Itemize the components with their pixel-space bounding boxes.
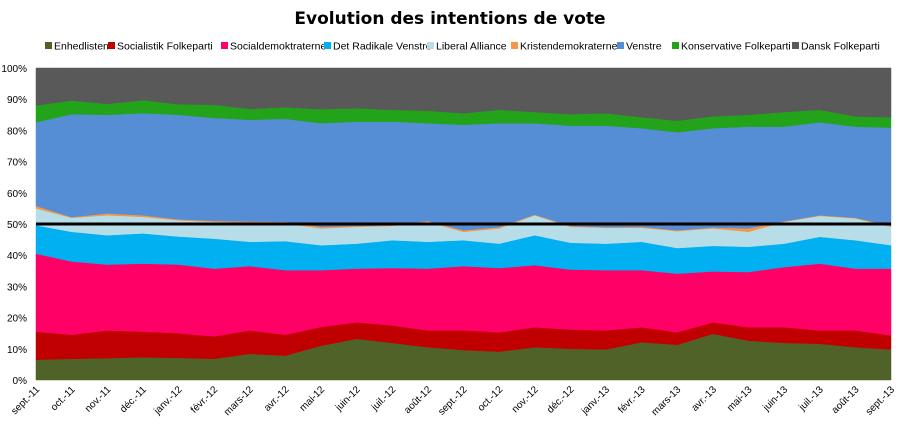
legend-swatch <box>617 42 624 49</box>
x-tick-label: sept.-12 <box>436 384 470 418</box>
x-tick-label: juil.-12 <box>369 384 399 414</box>
y-tick-label: 80% <box>7 126 27 137</box>
y-tick-label: 60% <box>7 189 27 200</box>
x-tick-label: janv.-12 <box>151 384 184 417</box>
x-tick-label: avr.-13 <box>690 384 720 414</box>
y-tick-label: 30% <box>7 282 27 293</box>
legend-swatch <box>427 42 434 49</box>
legend-swatch <box>108 42 115 49</box>
legend-label: Dansk Folkeparti <box>801 41 880 53</box>
y-tick-label: 100% <box>1 64 27 75</box>
y-tick-label: 50% <box>7 220 27 231</box>
y-tick-label: 40% <box>7 251 27 262</box>
x-tick-label: sept.-11 <box>9 384 42 417</box>
x-tick-label: juin-12 <box>333 384 363 414</box>
legend-label: Kristendemokraterne <box>520 41 618 53</box>
legend-swatch <box>672 42 679 49</box>
legend-label: Det Radikale Venstre <box>333 41 432 53</box>
x-tick-label: août-12 <box>402 384 434 416</box>
legend-item: Det Radikale Venstre <box>324 41 432 53</box>
area-venstre <box>35 112 892 231</box>
y-tick-label: 90% <box>7 95 27 106</box>
y-tick-label: 0% <box>13 376 28 387</box>
legend-swatch <box>792 42 799 49</box>
x-tick-label: févr.-13 <box>616 384 648 416</box>
x-tick-label: janv.-13 <box>579 384 612 417</box>
x-tick-label: nov.-11 <box>83 384 114 415</box>
y-tick-label: 20% <box>7 314 27 325</box>
legend-item: Socialistik Folkeparti <box>108 41 213 53</box>
x-axis: sept.-11 oct.-11 nov.-11 déc.-11 janv.-12 fév… <box>9 384 897 418</box>
x-tick-label: févr.-12 <box>189 384 221 416</box>
x-tick-label: oct.-11 <box>49 384 78 413</box>
legend-label: Enhedlisten <box>54 41 109 53</box>
legend-item: Venstre <box>617 41 662 53</box>
legend-item: Liberal Alliance <box>427 41 507 53</box>
y-tick-label: 70% <box>7 158 27 169</box>
x-tick-label: avr.-12 <box>262 384 292 414</box>
legend-swatch <box>45 42 52 49</box>
legend-item: Dansk Folkeparti <box>792 41 880 53</box>
x-tick-label: déc.-11 <box>118 384 149 415</box>
chart-title: Evolution des intentions de vote <box>294 9 605 29</box>
legend-item: Enhedlisten <box>45 41 109 53</box>
legend-label: Liberal Alliance <box>436 41 507 53</box>
x-tick-label: juil.-13 <box>797 384 827 414</box>
x-tick-label: sept.-13 <box>864 384 898 418</box>
legend-label: Konservative Folkeparti <box>681 41 791 53</box>
legend-label: Socialdemoktraterne <box>230 41 326 53</box>
x-tick-label: mars-13 <box>650 384 684 418</box>
x-tick-label: nov.-12 <box>510 384 541 415</box>
legend-item: Socialdemoktraterne <box>221 41 326 53</box>
legend: Enhedlisten Socialistik Folkeparti Sociald… <box>45 41 880 53</box>
x-tick-label: mars-12 <box>222 384 256 418</box>
area-dansk-folkeparti <box>35 67 892 121</box>
y-axis: 0% 10% 20% 30% 40% 50% 60% 70% 80% 90% 100% <box>1 64 27 387</box>
y-tick-label: 10% <box>7 345 27 356</box>
legend-swatch <box>511 42 518 49</box>
legend-label: Socialistik Folkeparti <box>117 41 213 53</box>
legend-swatch <box>221 42 228 49</box>
x-tick-label: mai-13 <box>725 384 755 414</box>
x-tick-label: août-13 <box>830 384 862 416</box>
x-tick-label: déc.-12 <box>545 384 577 416</box>
x-tick-label: juin-13 <box>761 384 791 414</box>
legend-item: Konservative Folkeparti <box>672 41 791 53</box>
legend-swatch <box>324 42 331 49</box>
x-tick-label: oct.-12 <box>476 384 506 414</box>
legend-label: Venstre <box>626 41 662 53</box>
plot-area <box>35 67 892 381</box>
x-tick-label: mai-12 <box>298 384 328 414</box>
legend-item: Kristendemokraterne <box>511 41 618 53</box>
